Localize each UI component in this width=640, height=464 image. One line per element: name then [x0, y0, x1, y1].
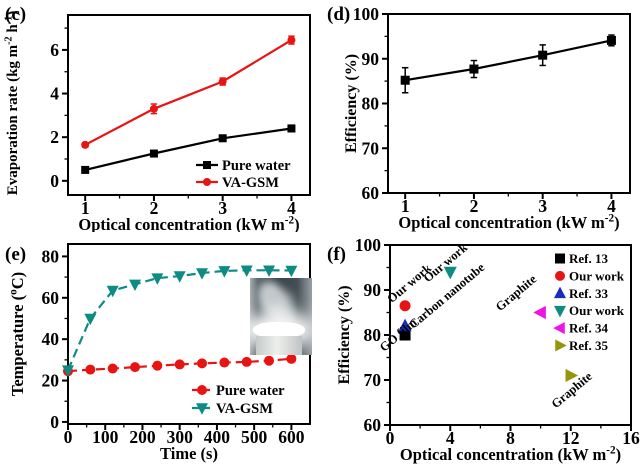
svg-text:90: 90 — [362, 49, 380, 69]
svg-text:80: 80 — [42, 246, 60, 266]
svg-text:VA-GSM: VA-GSM — [216, 401, 273, 417]
svg-text:0: 0 — [64, 427, 73, 447]
svg-text:600: 600 — [278, 427, 305, 447]
svg-text:3: 3 — [218, 198, 227, 218]
steam-haze — [264, 308, 298, 326]
x-axis-title: Optical concentration (kW m-2) — [78, 215, 299, 232]
point-ref-35 — [565, 368, 579, 383]
panel-f-label: (f) — [327, 244, 346, 265]
annotation-label: Graphite — [493, 272, 540, 314]
series-va-gsm — [81, 35, 296, 149]
svg-text:500: 500 — [241, 427, 268, 447]
y-axis-title: Efficiency (%) — [343, 54, 360, 153]
svg-text:80: 80 — [364, 325, 382, 345]
svg-text:20: 20 — [42, 371, 60, 391]
svg-text:100: 100 — [355, 235, 382, 255]
svg-text:Ref. 34: Ref. 34 — [569, 321, 608, 336]
svg-text:2: 2 — [50, 127, 59, 147]
svg-text:0: 0 — [50, 412, 59, 432]
svg-text:8: 8 — [506, 428, 515, 448]
svg-text:4: 4 — [287, 198, 296, 218]
axes — [384, 244, 632, 431]
point-our-work — [443, 266, 457, 280]
svg-text:70: 70 — [364, 370, 382, 390]
axis-labels: 0 4 8 12 16 60 70 80 90 100 Optical concentration … — [336, 235, 640, 464]
panel-c-chart: 1 2 3 4 0 2 4 6 Optical concentration (kW m-2) Ev… — [3, 11, 311, 232]
svg-text:Our work: Our work — [569, 303, 625, 318]
y-axis-title: Evaporation rate (kg m-2 h-1) — [3, 11, 21, 196]
svg-text:100: 100 — [92, 427, 119, 447]
svg-text:1: 1 — [401, 196, 410, 216]
svg-text:4: 4 — [50, 84, 59, 104]
panel-d: (d) 1 2 3 4 60 70 80 90 100 Optical concentration… — [320, 0, 640, 232]
svg-text:Pure water: Pure water — [222, 158, 291, 174]
svg-text:4: 4 — [446, 428, 455, 448]
svg-text:60: 60 — [364, 415, 382, 435]
svg-text:2: 2 — [150, 198, 159, 218]
svg-text:0: 0 — [386, 428, 395, 448]
panel-f-chart: 0 4 8 12 16 60 70 80 90 100 Optical concentration … — [336, 235, 640, 464]
x-axis-title: Optical concentration (kW m-2) — [400, 445, 621, 464]
series-pure-water — [81, 124, 296, 174]
svg-text:Our work: Our work — [569, 268, 625, 283]
axes — [382, 13, 631, 199]
panel-d-chart: 1 2 3 4 60 70 80 90 100 Optical concentration (kW… — [343, 4, 631, 232]
evaporator-cylinder — [256, 336, 302, 355]
svg-text:Pure water: Pure water — [216, 383, 285, 399]
x-axis-title: Time (s) — [160, 444, 218, 463]
svg-text:Ref. 35: Ref. 35 — [569, 338, 608, 353]
panel-c-label: (c) — [5, 4, 27, 25]
series-pure-water — [63, 353, 297, 377]
panel-e-chart: 0 100 200 300 400 500 600 0 20 40 60 80 Time (s) Temp… — [8, 243, 311, 463]
svg-text:80: 80 — [362, 94, 380, 114]
panel-e: (e) 0 100 200 300 400 500 600 0 20 40 60 80 Time (s)… — [0, 232, 320, 464]
annotation-label: GO film — [377, 315, 420, 354]
svg-text:90: 90 — [364, 280, 382, 300]
panel-d-label: (d) — [327, 4, 351, 25]
svg-text:60: 60 — [362, 183, 380, 203]
svg-text:12: 12 — [562, 428, 580, 448]
svg-text:VA-GSM: VA-GSM — [222, 175, 279, 191]
svg-text:Ref. 13: Ref. 13 — [569, 251, 608, 266]
y-axis-title: Efficiency (%) — [336, 285, 353, 384]
series-va-gsm — [61, 265, 298, 377]
svg-text:4: 4 — [607, 196, 616, 216]
axis-labels: 0 100 200 300 400 500 600 0 20 40 60 80 Time (s) Temp… — [8, 246, 305, 463]
svg-text:100: 100 — [353, 4, 380, 24]
svg-text:70: 70 — [362, 138, 380, 158]
point-ref-34 — [533, 305, 546, 320]
svg-text:200: 200 — [129, 427, 156, 447]
axes — [62, 14, 311, 201]
y-axis-title: Temperature (oC) — [8, 272, 27, 396]
panel-c: (c) 1 2 3 4 0 2 4 6 Optical concentration (kW m-… — [0, 0, 320, 232]
panel-f: (f) 0 4 8 12 16 60 70 80 90 100 Optical concentrat… — [320, 232, 640, 464]
svg-text:2: 2 — [470, 196, 479, 216]
steam-photo-inset — [250, 278, 312, 355]
svg-text:6: 6 — [50, 40, 59, 60]
svg-text:3: 3 — [538, 196, 547, 216]
axis-labels: 1 2 3 4 60 70 80 90 100 Optical concentration (kW… — [343, 4, 620, 232]
svg-text:Ref. 33: Ref. 33 — [569, 286, 608, 301]
axis-labels: 1 2 3 4 0 2 4 6 Optical concentration (kW m-2) Ev… — [3, 11, 299, 232]
svg-text:60: 60 — [42, 288, 60, 308]
annotation-label: Our work — [384, 261, 434, 306]
legend: Ref. 13 Our work Ref. 33 Our work Ref. 34 Ref… — [553, 251, 625, 353]
point-our-work — [399, 300, 411, 312]
svg-text:16: 16 — [622, 428, 640, 448]
svg-text:0: 0 — [50, 171, 59, 191]
x-axis-title: Optical concentration (kW m-2) — [398, 213, 619, 232]
legend: Pure water VA-GSM — [192, 383, 285, 417]
svg-text:1: 1 — [81, 198, 90, 218]
series-efficiency — [400, 34, 616, 94]
illuminated-evaporator-top — [253, 322, 305, 338]
panel-e-label: (e) — [5, 244, 27, 265]
svg-text:300: 300 — [167, 427, 194, 447]
svg-text:400: 400 — [204, 427, 231, 447]
point-ref-33 — [398, 318, 412, 332]
svg-text:40: 40 — [42, 329, 60, 349]
